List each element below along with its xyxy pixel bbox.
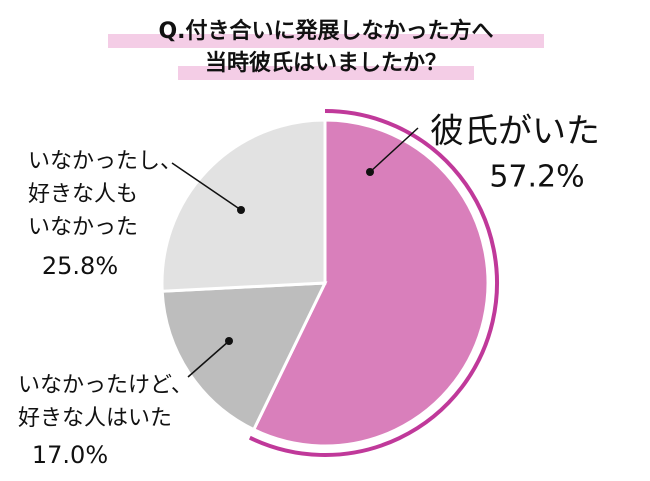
leader-line bbox=[187, 340, 230, 378]
leader-line bbox=[369, 127, 419, 173]
leader-line bbox=[171, 162, 242, 211]
slice-label: いなかったけど、 bbox=[18, 373, 193, 398]
title-highlight bbox=[178, 66, 474, 80]
slice-label: いなかった bbox=[28, 215, 138, 240]
value-label: 57.2% bbox=[489, 160, 584, 195]
pie-slice bbox=[160, 118, 327, 293]
pie bbox=[160, 109, 499, 457]
chart-title: 当時彼氏はいましたか？ bbox=[205, 50, 447, 76]
title-highlight bbox=[108, 34, 544, 48]
pie-slice bbox=[160, 281, 328, 432]
slice-label: いなかったし、 bbox=[28, 149, 182, 174]
value-label: 17.0% bbox=[32, 441, 108, 469]
pie-slice bbox=[251, 118, 490, 448]
slice-label: 好きな人も bbox=[28, 182, 138, 207]
chart-title: Q.付き合いに発展しなかった方へ bbox=[158, 18, 493, 44]
labels: 彼氏がいた 57.2% いなかったけど、好きな人はいた 17.0% いなかったし、好きな… bbox=[18, 112, 600, 470]
value-label: 25.8% bbox=[42, 252, 118, 280]
slice-label: 彼氏がいた bbox=[430, 112, 600, 152]
slice-label: 好きな人はいた bbox=[18, 406, 172, 431]
slice-highlight-ring bbox=[248, 109, 499, 457]
